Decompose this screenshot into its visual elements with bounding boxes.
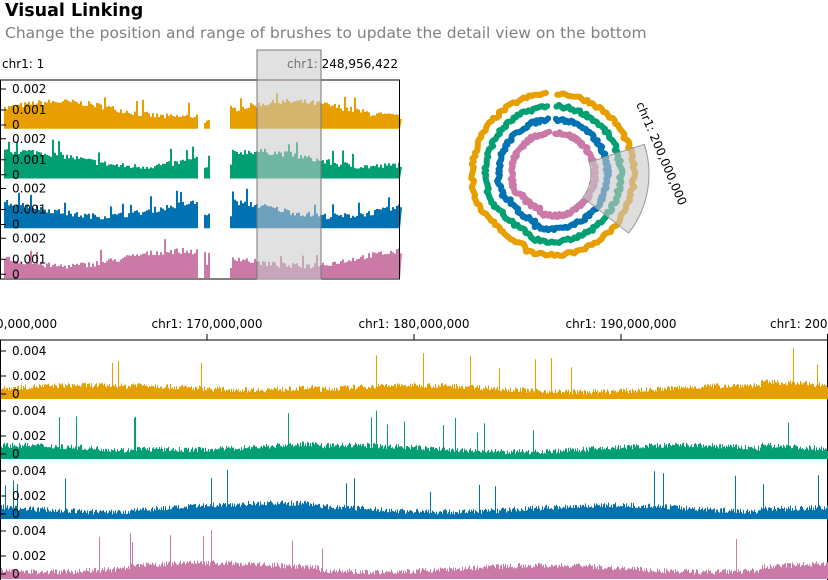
detail-y-tick-label: 0 (12, 447, 20, 461)
detail-y-tick-label: 0 (12, 507, 20, 521)
overview-y-tick-label: 0.001 (12, 203, 46, 217)
detail-track-blue: 0.004 0.002 0 (0, 460, 828, 521)
detail-tick-label: chr1: 180,000,000 (359, 317, 470, 331)
overview-linear-view[interactable]: chr1: 1 chr1: 248,956,422 0.0020.00100.0… (0, 49, 402, 281)
detail-area-pink (0, 530, 828, 579)
detail-y-tick-label: 0 (12, 567, 20, 580)
detail-tracks: 0.0040.00200.0040.00200.0040.00200.0040.… (0, 340, 828, 580)
circular-track-orange (468, 89, 639, 259)
circular-ring-green (481, 102, 626, 246)
detail-y-tick-label: 0.002 (12, 549, 46, 563)
circular-brush[interactable] (582, 143, 650, 234)
detail-tick-label: chr1: 190,000,000 (566, 317, 677, 331)
detail-y-tick-label: 0.002 (12, 489, 46, 503)
detail-y-tick-label: 0.002 (12, 369, 46, 383)
circular-view[interactable]: chr1: 200,000,000 (468, 89, 689, 259)
page-subtitle: Change the position and range of brushes… (5, 24, 647, 42)
detail-linear-view[interactable]: 0,000,000 chr1: 170,000,000 chr1: 180,00… (0, 317, 828, 580)
overview-y-tick-label: 0.002 (12, 82, 46, 96)
page-title: Visual Linking (5, 1, 144, 21)
detail-y-tick-label: 0.004 (12, 524, 46, 538)
detail-area-blue (0, 469, 828, 519)
overview-area-pink (0, 239, 402, 278)
detail-y-tick-label: 0.002 (12, 429, 46, 443)
detail-area-green (0, 410, 828, 459)
overview-tracks: 0.0020.00100.0020.00100.0020.00100.0020.… (0, 80, 402, 281)
circular-track-green (481, 102, 626, 246)
overview-area-green (0, 139, 402, 179)
overview-y-tick-label: 0 (12, 218, 20, 232)
detail-y-tick-label: 0.004 (12, 404, 46, 418)
detail-tick-label: 0,000,000 (0, 317, 57, 331)
overview-brush[interactable] (256, 49, 322, 280)
detail-y-tick-label: 0.004 (12, 464, 46, 478)
overview-y-tick-label: 0.001 (12, 103, 46, 117)
overview-y-tick-label: 0.002 (12, 231, 46, 245)
circular-track-blue (494, 115, 613, 234)
circular-ring-pink (507, 128, 599, 220)
overview-y-tick-label: 0.002 (12, 132, 46, 146)
circular-tracks (468, 89, 639, 259)
detail-track-pink: 0.004 0.002 0 (0, 520, 828, 580)
detail-y-tick-label: 0 (12, 387, 20, 401)
detail-area-orange (0, 348, 828, 399)
circular-ring-blue (494, 115, 613, 234)
circular-ring-orange (468, 89, 639, 259)
detail-tick-label: chr1: 170,000,000 (152, 317, 263, 331)
overview-y-tick-label: 0 (12, 118, 20, 132)
overview-y-tick-label: 0 (12, 267, 20, 281)
overview-y-tick-label: 0.001 (12, 153, 46, 167)
overview-y-tick-label: 0.002 (12, 182, 46, 196)
overview-area-orange (0, 93, 402, 129)
overview-y-tick-label: 0.001 (12, 252, 46, 266)
detail-track-orange: 0.004 0.002 0 (0, 340, 828, 401)
detail-tick-label: chr1: 200 (770, 317, 828, 331)
circular-track-pink (507, 128, 599, 220)
overview-area-blue (0, 188, 402, 229)
detail-track-green: 0.004 0.002 0 (0, 400, 828, 461)
detail-y-tick-label: 0.004 (12, 344, 46, 358)
overview-y-tick-label: 0 (12, 168, 20, 182)
overview-start-label: chr1: 1 (2, 57, 44, 71)
